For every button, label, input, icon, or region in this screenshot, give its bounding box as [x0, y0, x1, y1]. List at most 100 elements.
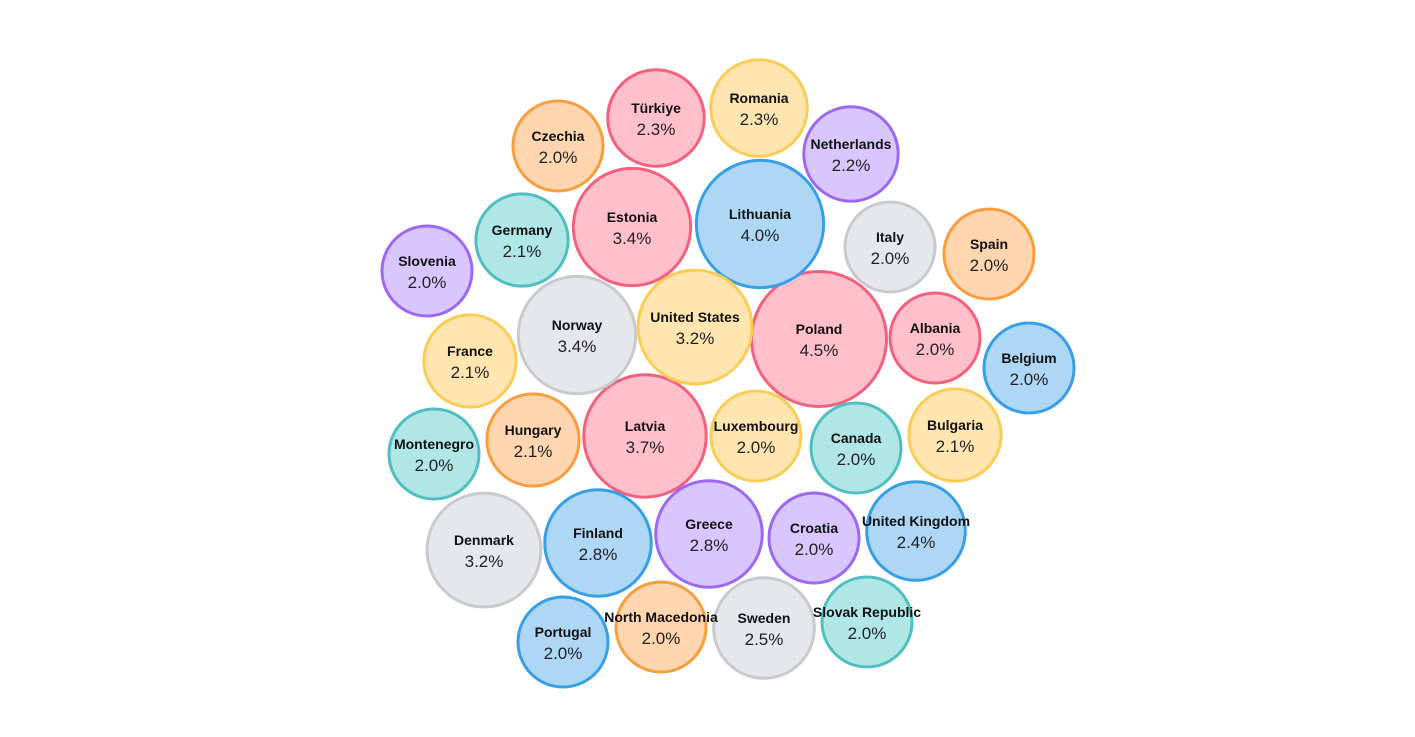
bubble-circle: [387, 407, 481, 501]
bubble-label: Hungary: [505, 422, 562, 438]
bubble-circle: [571, 166, 693, 288]
bubble-finland[interactable]: Finland 2.8%: [543, 488, 653, 598]
bubble-poland[interactable]: Poland 4.5%: [750, 270, 888, 408]
bubble-label: Bulgaria: [927, 417, 983, 433]
bubble-lithuania[interactable]: Lithuania 4.0%: [694, 158, 826, 290]
bubble-denmark[interactable]: Denmark 3.2%: [425, 491, 543, 609]
bubble-netherlands[interactable]: Netherlands 2.2%: [802, 105, 900, 203]
bubble-value: 2.1%: [936, 437, 975, 456]
bubble-circle: [942, 207, 1036, 301]
bubble-circle: [485, 392, 581, 488]
bubble-label: France: [447, 343, 493, 359]
bubble-value: 3.7%: [626, 438, 665, 457]
bubble-label: Denmark: [454, 532, 514, 548]
bubble-latvia[interactable]: Latvia 3.7%: [582, 373, 708, 499]
bubble-label: Poland: [796, 321, 843, 337]
bubble-greece[interactable]: Greece 2.8%: [654, 479, 764, 589]
bubble-label: Netherlands: [811, 136, 892, 152]
bubble-label: Belgium: [1001, 350, 1056, 366]
bubble-slovak-republic[interactable]: Slovak Republic 2.0%: [813, 575, 921, 669]
bubble-estonia[interactable]: Estonia 3.4%: [571, 166, 693, 288]
bubble-circle: [982, 321, 1076, 415]
bubble-germany[interactable]: Germany 2.1%: [474, 192, 570, 288]
bubble-label: Türkiye: [631, 100, 681, 116]
bubble-circle: [767, 491, 861, 585]
bubble-label: Spain: [970, 236, 1008, 252]
bubble-value: 2.0%: [970, 256, 1009, 275]
bubble-circle: [907, 387, 1003, 483]
bubble-value: 2.0%: [837, 450, 876, 469]
bubble-belgium[interactable]: Belgium 2.0%: [982, 321, 1076, 415]
bubble-value: 2.0%: [916, 340, 955, 359]
bubble-circle: [802, 105, 900, 203]
bubble-spain[interactable]: Spain 2.0%: [942, 207, 1036, 301]
bubble-label: Luxembourg: [714, 418, 799, 434]
bubble-czechia[interactable]: Czechia 2.0%: [511, 99, 605, 193]
bubble-value: 2.0%: [1010, 370, 1049, 389]
bubble-circle: [380, 224, 474, 318]
bubble-circle: [654, 479, 764, 589]
bubble-label: Albania: [910, 320, 961, 336]
bubble-circle: [422, 313, 518, 409]
bubble-value: 2.3%: [740, 110, 779, 129]
bubble-label: North Macedonia: [604, 609, 718, 625]
bubble-value: 2.1%: [514, 442, 553, 461]
bubble-italy[interactable]: Italy 2.0%: [843, 200, 937, 294]
bubble-value: 3.4%: [613, 229, 652, 248]
bubble-value: 2.8%: [690, 536, 729, 555]
bubble-value: 2.0%: [415, 456, 454, 475]
bubble-slovenia[interactable]: Slovenia 2.0%: [380, 224, 474, 318]
bubble-circle: [516, 274, 638, 396]
bubble-norway[interactable]: Norway 3.4%: [516, 274, 638, 396]
bubble-label: United Kingdom: [862, 513, 970, 529]
bubble-value: 2.0%: [539, 148, 578, 167]
bubble-value: 2.0%: [408, 273, 447, 292]
bubble-value: 2.0%: [848, 624, 887, 643]
bubble-circle: [516, 595, 610, 689]
bubble-value: 2.2%: [832, 156, 871, 175]
bubble-bulgaria[interactable]: Bulgaria 2.1%: [907, 387, 1003, 483]
bubble-circle: [511, 99, 605, 193]
bubble-montenegro[interactable]: Montenegro 2.0%: [387, 407, 481, 501]
bubble-value: 2.0%: [871, 249, 910, 268]
bubble-croatia[interactable]: Croatia 2.0%: [767, 491, 861, 585]
bubble-circle: [888, 291, 982, 385]
bubble-luxembourg[interactable]: Luxembourg 2.0%: [709, 389, 803, 483]
bubble-value: 2.1%: [451, 363, 490, 382]
bubble-hungary[interactable]: Hungary 2.1%: [485, 392, 581, 488]
bubble-circle: [712, 576, 816, 680]
bubble-value: 2.1%: [503, 242, 542, 261]
bubble-france[interactable]: France 2.1%: [422, 313, 518, 409]
bubble-label: Estonia: [607, 209, 658, 225]
bubble-value: 3.4%: [558, 337, 597, 356]
bubble-label: Italy: [876, 229, 904, 245]
bubble-romania[interactable]: Romania 2.3%: [709, 58, 809, 158]
bubble-circle: [606, 68, 706, 168]
bubble-circle: [820, 575, 914, 669]
bubble-value: 2.8%: [579, 545, 618, 564]
bubble-label: Latvia: [625, 418, 666, 434]
bubble-value: 2.0%: [737, 438, 776, 457]
bubble-label: Canada: [831, 430, 882, 446]
bubble-value: 2.5%: [745, 630, 784, 649]
bubble-value: 2.4%: [897, 533, 936, 552]
bubble-turkiye[interactable]: Türkiye 2.3%: [606, 68, 706, 168]
bubble-united-states[interactable]: United States 3.2%: [636, 268, 754, 386]
bubble-portugal[interactable]: Portugal 2.0%: [516, 595, 610, 689]
bubble-label: Romania: [729, 90, 788, 106]
bubble-circle: [543, 488, 653, 598]
bubble-label: United States: [650, 309, 740, 325]
bubble-sweden[interactable]: Sweden 2.5%: [712, 576, 816, 680]
bubble-circle: [474, 192, 570, 288]
bubble-north-macedonia[interactable]: North Macedonia 2.0%: [604, 580, 718, 674]
bubble-value: 4.0%: [741, 226, 780, 245]
bubble-albania[interactable]: Albania 2.0%: [888, 291, 982, 385]
bubble-circle: [709, 58, 809, 158]
bubble-circle: [425, 491, 543, 609]
bubble-canada[interactable]: Canada 2.0%: [809, 401, 903, 495]
bubble-value: 2.3%: [637, 120, 676, 139]
bubble-label: Montenegro: [394, 436, 474, 452]
bubble-label: Finland: [573, 525, 623, 541]
bubble-united-kingdom[interactable]: United Kingdom 2.4%: [862, 480, 970, 582]
